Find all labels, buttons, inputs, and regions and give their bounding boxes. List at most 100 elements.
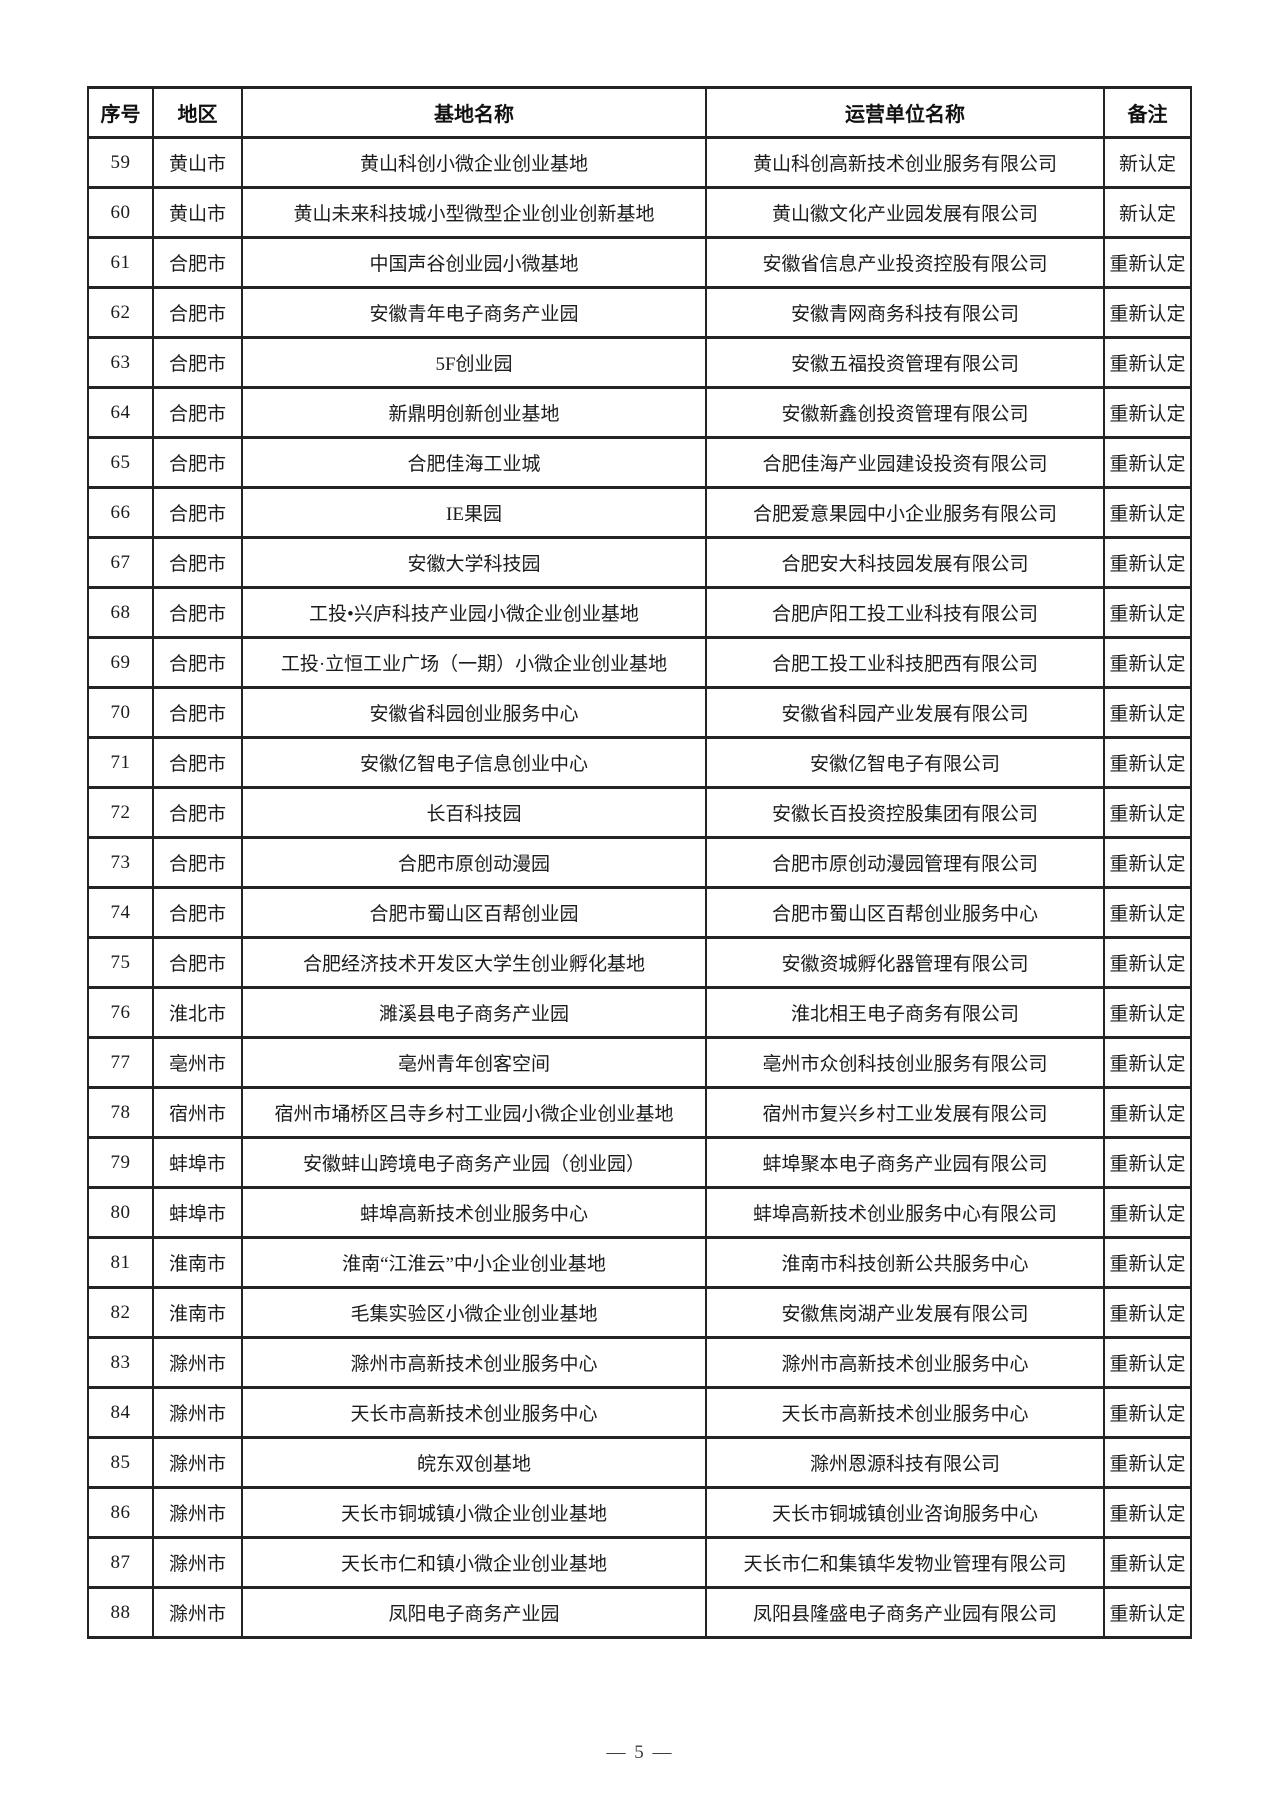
- cell-region: 合肥市: [152, 836, 243, 889]
- cell-remark: 重新认定: [1103, 686, 1192, 739]
- cell-region: 滁州市: [152, 1486, 243, 1539]
- table-row: 85 滁州市 皖东双创基地 滁州恩源科技有限公司 重新认定: [87, 1436, 1192, 1489]
- cell-base-name: 天长市铜城镇小微企业创业基地: [241, 1486, 707, 1539]
- cell-operator: 合肥庐阳工投工业科技有限公司: [705, 586, 1105, 639]
- cell-region: 合肥市: [152, 436, 243, 489]
- cell-remark: 重新认定: [1103, 786, 1192, 839]
- cell-remark: 重新认定: [1103, 836, 1192, 889]
- cell-operator: 合肥佳海产业园建设投资有限公司: [705, 436, 1105, 489]
- table-row: 86 滁州市 天长市铜城镇小微企业创业基地 天长市铜城镇创业咨询服务中心 重新认定: [87, 1486, 1192, 1539]
- cell-no: 86: [87, 1486, 154, 1539]
- cell-region: 淮南市: [152, 1286, 243, 1339]
- cell-base-name: 淮南“江淮云”中小企业创业基地: [241, 1236, 707, 1289]
- table-body: 59 黄山市 黄山科创小微企业创业基地 黄山科创高新技术创业服务有限公司 新认定 60 黄山…: [87, 136, 1192, 1639]
- cell-no: 63: [87, 336, 154, 389]
- table-row: 74 合肥市 合肥市蜀山区百帮创业园 合肥市蜀山区百帮创业服务中心 重新认定: [87, 886, 1192, 939]
- cell-no: 76: [87, 986, 154, 1039]
- page-number: — 5 —: [606, 1742, 674, 1763]
- cell-remark: 重新认定: [1103, 1286, 1192, 1339]
- cell-no: 72: [87, 786, 154, 839]
- table-row: 71 合肥市 安徽亿智电子信息创业中心 安徽亿智电子有限公司 重新认定: [87, 736, 1192, 789]
- cell-region: 合肥市: [152, 536, 243, 589]
- cell-region: 合肥市: [152, 236, 243, 289]
- cell-region: 合肥市: [152, 486, 243, 539]
- table-row: 77 亳州市 亳州青年创客空间 亳州市众创科技创业服务有限公司 重新认定: [87, 1036, 1192, 1089]
- cell-remark: 重新认定: [1103, 486, 1192, 539]
- table-row: 87 滁州市 天长市仁和镇小微企业创业基地 天长市仁和集镇华发物业管理有限公司 重新认定: [87, 1536, 1192, 1589]
- cell-no: 81: [87, 1236, 154, 1289]
- cell-base-name: 濉溪县电子商务产业园: [241, 986, 707, 1039]
- table-header-row: 序号 地区 基地名称 运营单位名称 备注: [87, 86, 1192, 139]
- cell-no: 77: [87, 1036, 154, 1089]
- cell-base-name: 合肥市原创动漫园: [241, 836, 707, 889]
- table-row: 88 滁州市 凤阳电子商务产业园 凤阳县隆盛电子商务产业园有限公司 重新认定: [87, 1586, 1192, 1639]
- cell-region: 合肥市: [152, 686, 243, 739]
- cell-no: 65: [87, 436, 154, 489]
- table-row: 61 合肥市 中国声谷创业园小微基地 安徽省信息产业投资控股有限公司 重新认定: [87, 236, 1192, 289]
- table-row: 84 滁州市 天长市高新技术创业服务中心 天长市高新技术创业服务中心 重新认定: [87, 1386, 1192, 1439]
- cell-no: 69: [87, 636, 154, 689]
- cell-operator: 天长市仁和集镇华发物业管理有限公司: [705, 1536, 1105, 1589]
- cell-base-name: 工投•兴庐科技产业园小微企业创业基地: [241, 586, 707, 639]
- cell-operator: 合肥安大科技园发展有限公司: [705, 536, 1105, 589]
- cell-operator: 蚌埠聚本电子商务产业园有限公司: [705, 1136, 1105, 1189]
- cell-no: 75: [87, 936, 154, 989]
- cell-remark: 重新认定: [1103, 1186, 1192, 1239]
- column-header-operator: 运营单位名称: [705, 86, 1105, 139]
- cell-operator: 合肥市原创动漫园管理有限公司: [705, 836, 1105, 889]
- cell-operator: 安徽五福投资管理有限公司: [705, 336, 1105, 389]
- cell-base-name: 长百科技园: [241, 786, 707, 839]
- cell-base-name: 宿州市埇桥区吕寺乡村工业园小微企业创业基地: [241, 1086, 707, 1139]
- cell-operator: 淮北相王电子商务有限公司: [705, 986, 1105, 1039]
- cell-operator: 安徽亿智电子有限公司: [705, 736, 1105, 789]
- table-row: 69 合肥市 工投·立恒工业广场（一期）小微企业创业基地 合肥工投工业科技肥西有限公司…: [87, 636, 1192, 689]
- cell-region: 合肥市: [152, 886, 243, 939]
- table-row: 64 合肥市 新鼎明创新创业基地 安徽新鑫创投资管理有限公司 重新认定: [87, 386, 1192, 439]
- cell-no: 73: [87, 836, 154, 889]
- cell-no: 85: [87, 1436, 154, 1489]
- table-row: 59 黄山市 黄山科创小微企业创业基地 黄山科创高新技术创业服务有限公司 新认定: [87, 136, 1192, 189]
- cell-region: 合肥市: [152, 936, 243, 989]
- cell-remark: 重新认定: [1103, 1236, 1192, 1289]
- cell-region: 黄山市: [152, 136, 243, 189]
- column-header-no: 序号: [87, 86, 154, 139]
- cell-base-name: 蚌埠高新技术创业服务中心: [241, 1186, 707, 1239]
- cell-no: 80: [87, 1186, 154, 1239]
- cell-remark: 重新认定: [1103, 1586, 1192, 1639]
- cell-base-name: IE果园: [241, 486, 707, 539]
- cell-no: 61: [87, 236, 154, 289]
- cell-remark: 重新认定: [1103, 886, 1192, 939]
- cell-no: 82: [87, 1286, 154, 1339]
- cell-base-name: 5F创业园: [241, 336, 707, 389]
- cell-region: 滁州市: [152, 1386, 243, 1439]
- cell-region: 淮南市: [152, 1236, 243, 1289]
- cell-region: 宿州市: [152, 1086, 243, 1139]
- cell-operator: 亳州市众创科技创业服务有限公司: [705, 1036, 1105, 1089]
- table-row: 73 合肥市 合肥市原创动漫园 合肥市原创动漫园管理有限公司 重新认定: [87, 836, 1192, 889]
- table-row: 60 黄山市 黄山未来科技城小型微型企业创业创新基地 黄山徽文化产业园发展有限公司 新认…: [87, 186, 1192, 239]
- cell-base-name: 工投·立恒工业广场（一期）小微企业创业基地: [241, 636, 707, 689]
- cell-operator: 凤阳县隆盛电子商务产业园有限公司: [705, 1586, 1105, 1639]
- cell-remark: 重新认定: [1103, 1386, 1192, 1439]
- cell-remark: 重新认定: [1103, 936, 1192, 989]
- cell-base-name: 安徽青年电子商务产业园: [241, 286, 707, 339]
- cell-remark: 重新认定: [1103, 1036, 1192, 1089]
- cell-no: 59: [87, 136, 154, 189]
- cell-remark: 重新认定: [1103, 236, 1192, 289]
- cell-operator: 合肥工投工业科技肥西有限公司: [705, 636, 1105, 689]
- cell-remark: 重新认定: [1103, 386, 1192, 439]
- cell-remark: 重新认定: [1103, 436, 1192, 489]
- table-row: 67 合肥市 安徽大学科技园 合肥安大科技园发展有限公司 重新认定: [87, 536, 1192, 589]
- cell-no: 88: [87, 1586, 154, 1639]
- cell-operator: 滁州恩源科技有限公司: [705, 1436, 1105, 1489]
- column-header-base-name: 基地名称: [241, 86, 707, 139]
- table-row: 79 蚌埠市 安徽蚌山跨境电子商务产业园（创业园） 蚌埠聚本电子商务产业园有限公司 重新…: [87, 1136, 1192, 1189]
- cell-remark: 重新认定: [1103, 336, 1192, 389]
- cell-operator: 安徽新鑫创投资管理有限公司: [705, 386, 1105, 439]
- cell-remark: 重新认定: [1103, 736, 1192, 789]
- cell-no: 68: [87, 586, 154, 639]
- cell-region: 滁州市: [152, 1536, 243, 1589]
- table-row: 65 合肥市 合肥佳海工业城 合肥佳海产业园建设投资有限公司 重新认定: [87, 436, 1192, 489]
- cell-remark: 新认定: [1103, 186, 1192, 239]
- cell-remark: 重新认定: [1103, 536, 1192, 589]
